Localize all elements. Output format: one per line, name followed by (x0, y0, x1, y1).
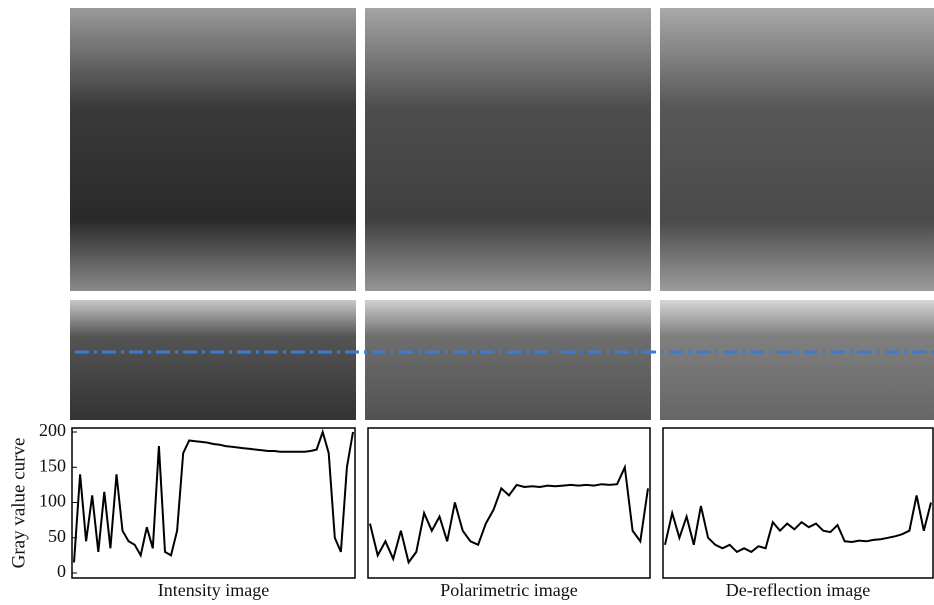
figure: 0 50 100 150 200 Gray value curve Intensity im… (0, 0, 934, 605)
x-axis-title: De-reflection image (726, 580, 870, 600)
x-axis-title: Polarimetric image (440, 580, 577, 600)
photo-polarimetric (365, 8, 651, 291)
y-tick-label: 150 (39, 455, 66, 475)
curve (74, 432, 353, 562)
crop-polarimetric (365, 300, 651, 420)
photo-intensity (70, 8, 356, 291)
y-axis-title: Gray value curve (8, 438, 29, 569)
y-tick-label: 0 (57, 561, 66, 581)
curve (665, 495, 931, 552)
photos (70, 8, 934, 420)
x-axis-title: Intensity image (158, 580, 269, 600)
photo-dereflection (660, 8, 934, 291)
y-tick-label: 200 (39, 420, 66, 440)
plot-frame (663, 428, 933, 578)
y-tick-label: 50 (48, 526, 66, 546)
crop-intensity (70, 300, 356, 420)
plot-frame (368, 428, 650, 578)
crop-dereflection (660, 300, 934, 420)
curve (370, 467, 648, 562)
y-tick-label: 100 (39, 491, 66, 511)
